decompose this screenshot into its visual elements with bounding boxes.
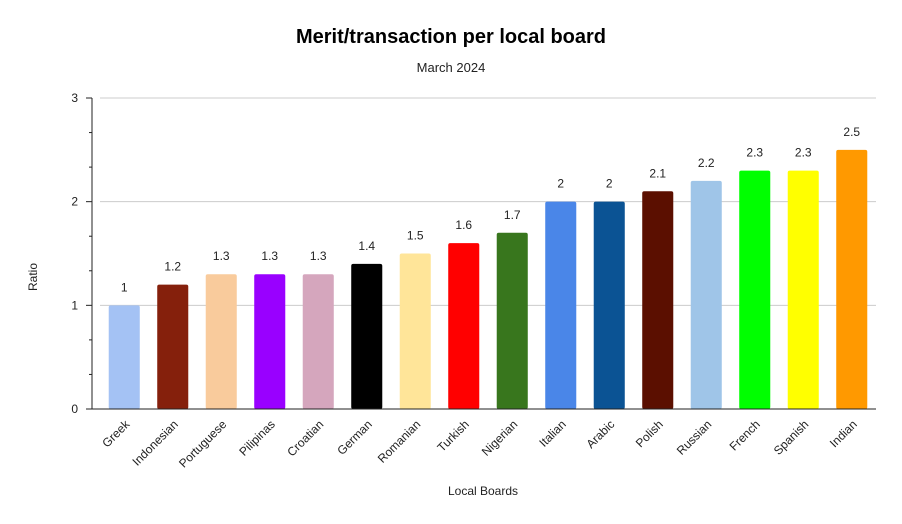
x-tick-label: Portuguese [176,417,230,471]
bar-value-label: 2.2 [698,156,715,170]
bar-value-label: 1.3 [213,249,230,263]
bar [157,284,189,409]
chart-title: Merit/transaction per local board [295,26,607,48]
x-tick-label: Indian [827,417,860,450]
x-tick-label: Croatian [284,417,326,459]
x-tick-label: Greek [99,417,133,451]
y-tick-label: 1 [71,298,78,312]
bar [836,149,868,410]
y-axis-label: Ratio [26,263,40,291]
x-tick-label: Turkish [434,417,471,454]
y-tick-label: 0 [71,402,78,416]
x-tick-label: Nigerian [479,417,521,459]
bar-value-label: 2.1 [649,166,666,180]
bar-value-label: 2.3 [746,146,763,160]
bars: 1 1.2 1.3 1.3 1.3 1.4 1.5 1.6 1.7 2 2 2.1 2.2 2.3 2.3 2… [108,125,868,410]
y-tick-label: 3 [71,91,78,105]
bar-value-label: 2 [606,177,613,191]
x-tick-label: Polish [633,417,666,450]
bar-value-label: 1.3 [261,249,278,263]
bar [399,253,431,409]
x-axis-label: Local Boards [448,484,518,498]
bar [205,274,237,409]
bar [739,170,771,409]
bar-value-label: 1.4 [358,239,375,253]
x-tick-label: German [334,417,375,458]
bar [642,191,674,409]
bar [787,170,819,409]
bar-value-label: 1.2 [164,260,181,274]
bar [496,232,528,409]
y-tick-label: 2 [71,195,78,209]
x-tick-label: Pilipinas [236,417,278,459]
bar [690,180,722,409]
bar [254,274,286,409]
bar-value-label: 2.3 [795,146,812,160]
x-tick-label: Arabic [583,417,617,451]
bar [545,201,577,409]
bar [448,243,480,409]
bar-value-label: 1.6 [455,218,472,232]
bar-value-label: 1.5 [407,229,424,243]
x-tick-label: Russian [674,417,715,458]
bar-value-label: 1 [121,280,128,294]
x-tick-label: Indonesian [129,417,180,468]
bar [108,305,140,409]
x-tick-label: French [727,417,763,453]
bar-value-label: 2 [557,177,564,191]
bar-value-label: 2.5 [843,125,860,139]
bar [351,263,383,409]
bar-value-label: 1.3 [310,249,327,263]
bar [302,274,334,409]
chart-subtitle: March 2024 [416,60,486,75]
bar [593,201,625,409]
bar-value-label: 1.7 [504,208,521,222]
x-tick-label: Spanish [771,417,812,458]
x-tick-label: Italian [536,417,569,450]
x-tick-label: Romanian [375,417,424,466]
